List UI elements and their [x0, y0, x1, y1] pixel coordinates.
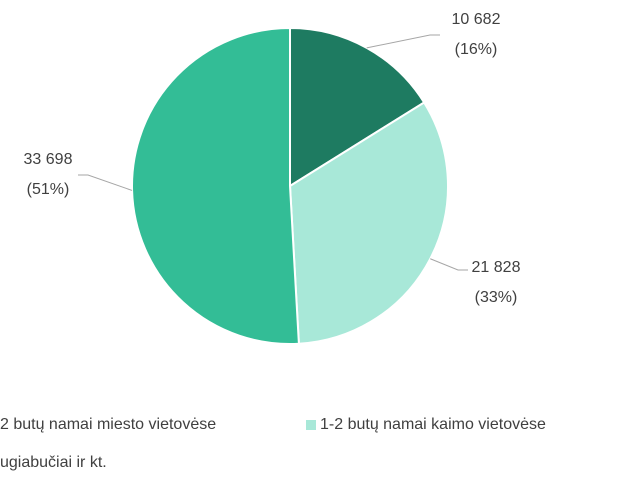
data-label: 33 698 — [24, 151, 73, 168]
legend-label: 2 butų namai miesto vietovėse — [0, 416, 216, 433]
data-label-percent: (33%) — [475, 289, 518, 306]
legend-label: ugiabučiai ir kt. — [0, 454, 107, 471]
pie-slice — [131, 26, 300, 345]
leader-line — [78, 174, 133, 191]
legend-label: 1-2 butų namai kaimo vietovėse — [320, 416, 546, 433]
data-label: 21 828 — [472, 259, 521, 276]
leader-line — [430, 258, 468, 271]
data-label-percent: (51%) — [27, 181, 70, 198]
leader-line — [366, 34, 440, 49]
data-label-percent: (16%) — [455, 41, 498, 58]
legend-marker — [306, 420, 316, 430]
data-label: 10 682 — [452, 11, 501, 28]
pie-slice — [288, 101, 449, 345]
